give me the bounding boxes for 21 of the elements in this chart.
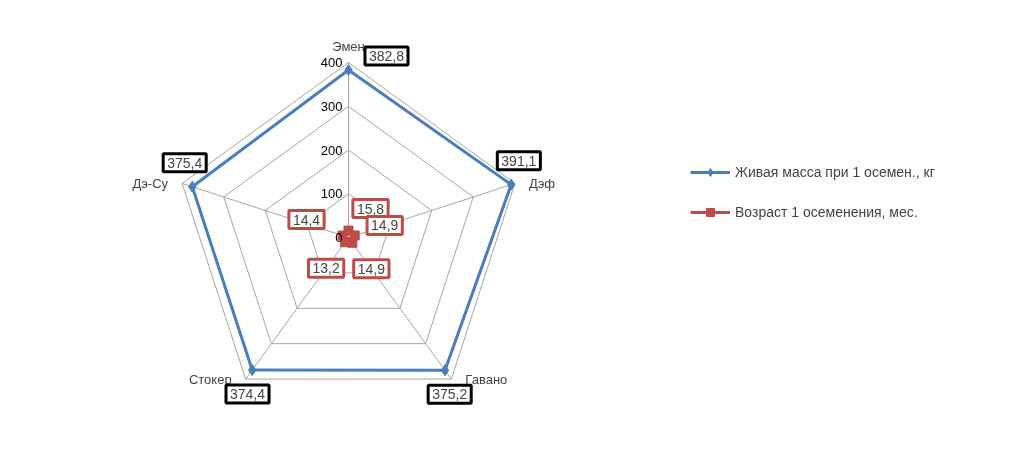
data-label: 382,8	[368, 48, 405, 65]
legend-label: Возраст 1 осеменения, мес.	[735, 204, 918, 220]
spoke-label: Эмен	[332, 39, 365, 54]
data-label: 14,4	[292, 211, 321, 228]
data-label: 374,4	[230, 386, 266, 403]
spoke-label: Дэф	[528, 175, 556, 191]
legend-label: Живая масса при 1 осемен., кг	[735, 164, 935, 180]
y-tick-label: 300	[320, 98, 343, 114]
data-label: 15,8	[356, 200, 385, 217]
spoke-label: Гавано	[465, 371, 508, 387]
data-label: 375,2	[432, 386, 468, 403]
data-label: 391,1	[501, 152, 537, 169]
data-label: 375,4	[167, 154, 203, 171]
data-label: 14,9	[357, 260, 386, 277]
data-label: 14,9	[371, 217, 399, 234]
data-label: 13,2	[312, 260, 340, 277]
spoke-label: Дэ-Су	[132, 175, 169, 191]
y-tick-label: 100	[320, 186, 343, 202]
y-tick-label: 200	[320, 142, 343, 158]
spoke-label: Стокер	[188, 371, 232, 387]
y-tick-label: 400	[320, 55, 343, 70]
